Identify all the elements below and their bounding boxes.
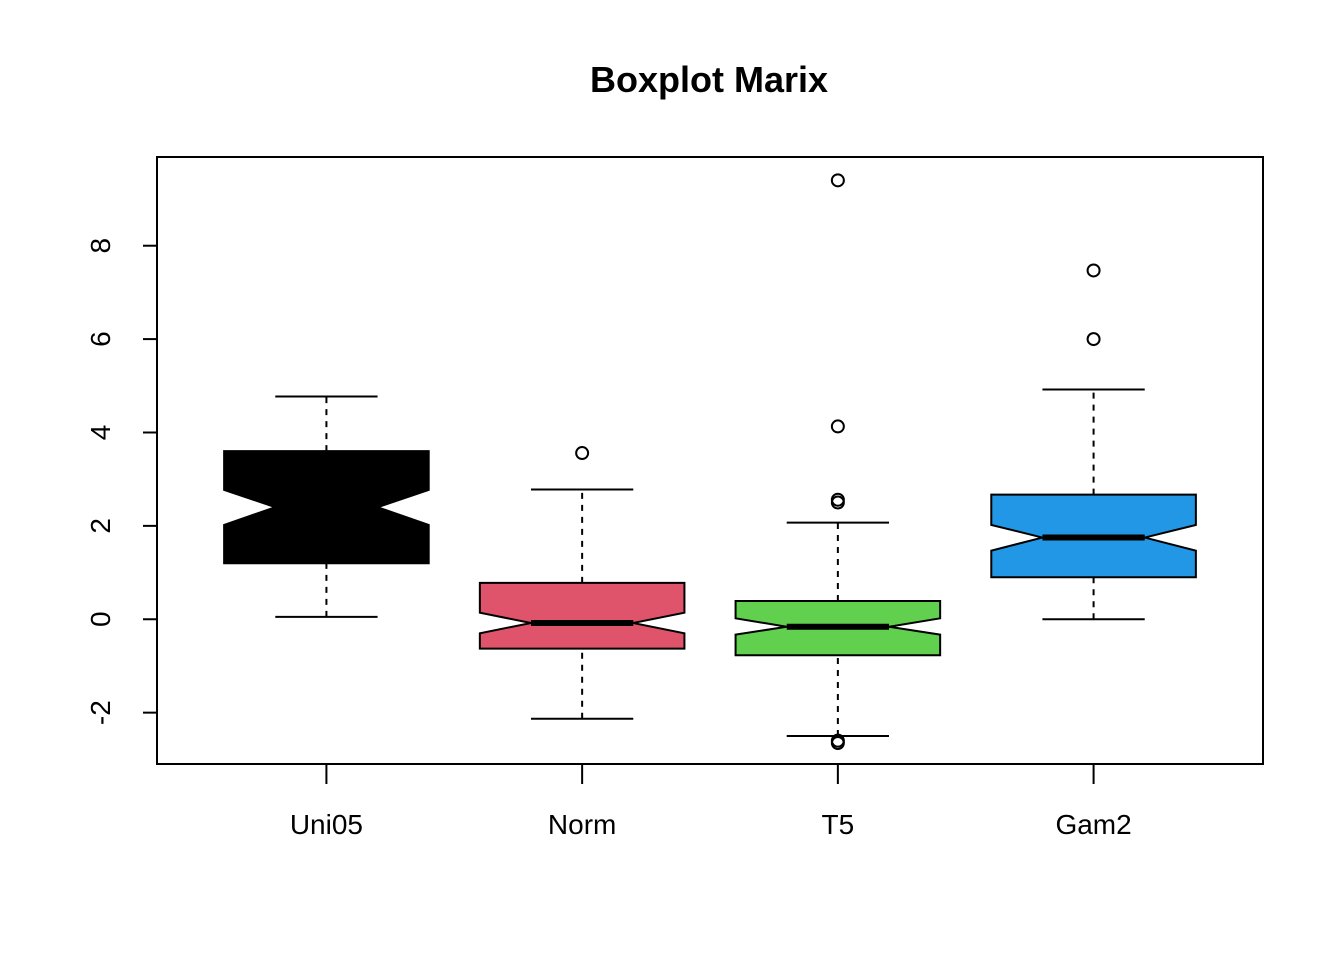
y-tick-label: 2 <box>85 518 116 534</box>
y-tick-label: 6 <box>85 331 116 347</box>
outlier-point <box>830 492 845 507</box>
x-tick-label: Gam2 <box>1055 809 1131 840</box>
x-tick-label: Uni05 <box>290 809 363 840</box>
boxes-layer <box>223 173 1197 750</box>
y-tick-label: 4 <box>85 425 116 441</box>
box-t5 <box>734 173 942 750</box>
chart-title: Boxplot Marix <box>590 59 828 100</box>
outlier-point <box>1086 332 1101 347</box>
box-uni05 <box>223 395 430 618</box>
x-tick-label: Norm <box>548 809 616 840</box>
x-axis: Uni05 Norm T5 Gam2 <box>290 764 1132 840</box>
outlier-point <box>830 173 845 188</box>
outlier-point <box>830 419 845 434</box>
box-gam2 <box>990 263 1197 621</box>
outlier-point <box>1086 263 1101 278</box>
outlier-point <box>575 446 590 461</box>
y-axis: -2 0 2 4 6 8 <box>85 238 158 725</box>
x-tick-label: T5 <box>822 809 855 840</box>
y-tick-label: 0 <box>85 611 116 627</box>
y-tick-label: 8 <box>85 238 116 254</box>
y-tick-label: -2 <box>85 700 116 725</box>
notched-box <box>478 581 686 650</box>
outlier-point <box>830 735 845 750</box>
box-norm <box>478 446 686 720</box>
